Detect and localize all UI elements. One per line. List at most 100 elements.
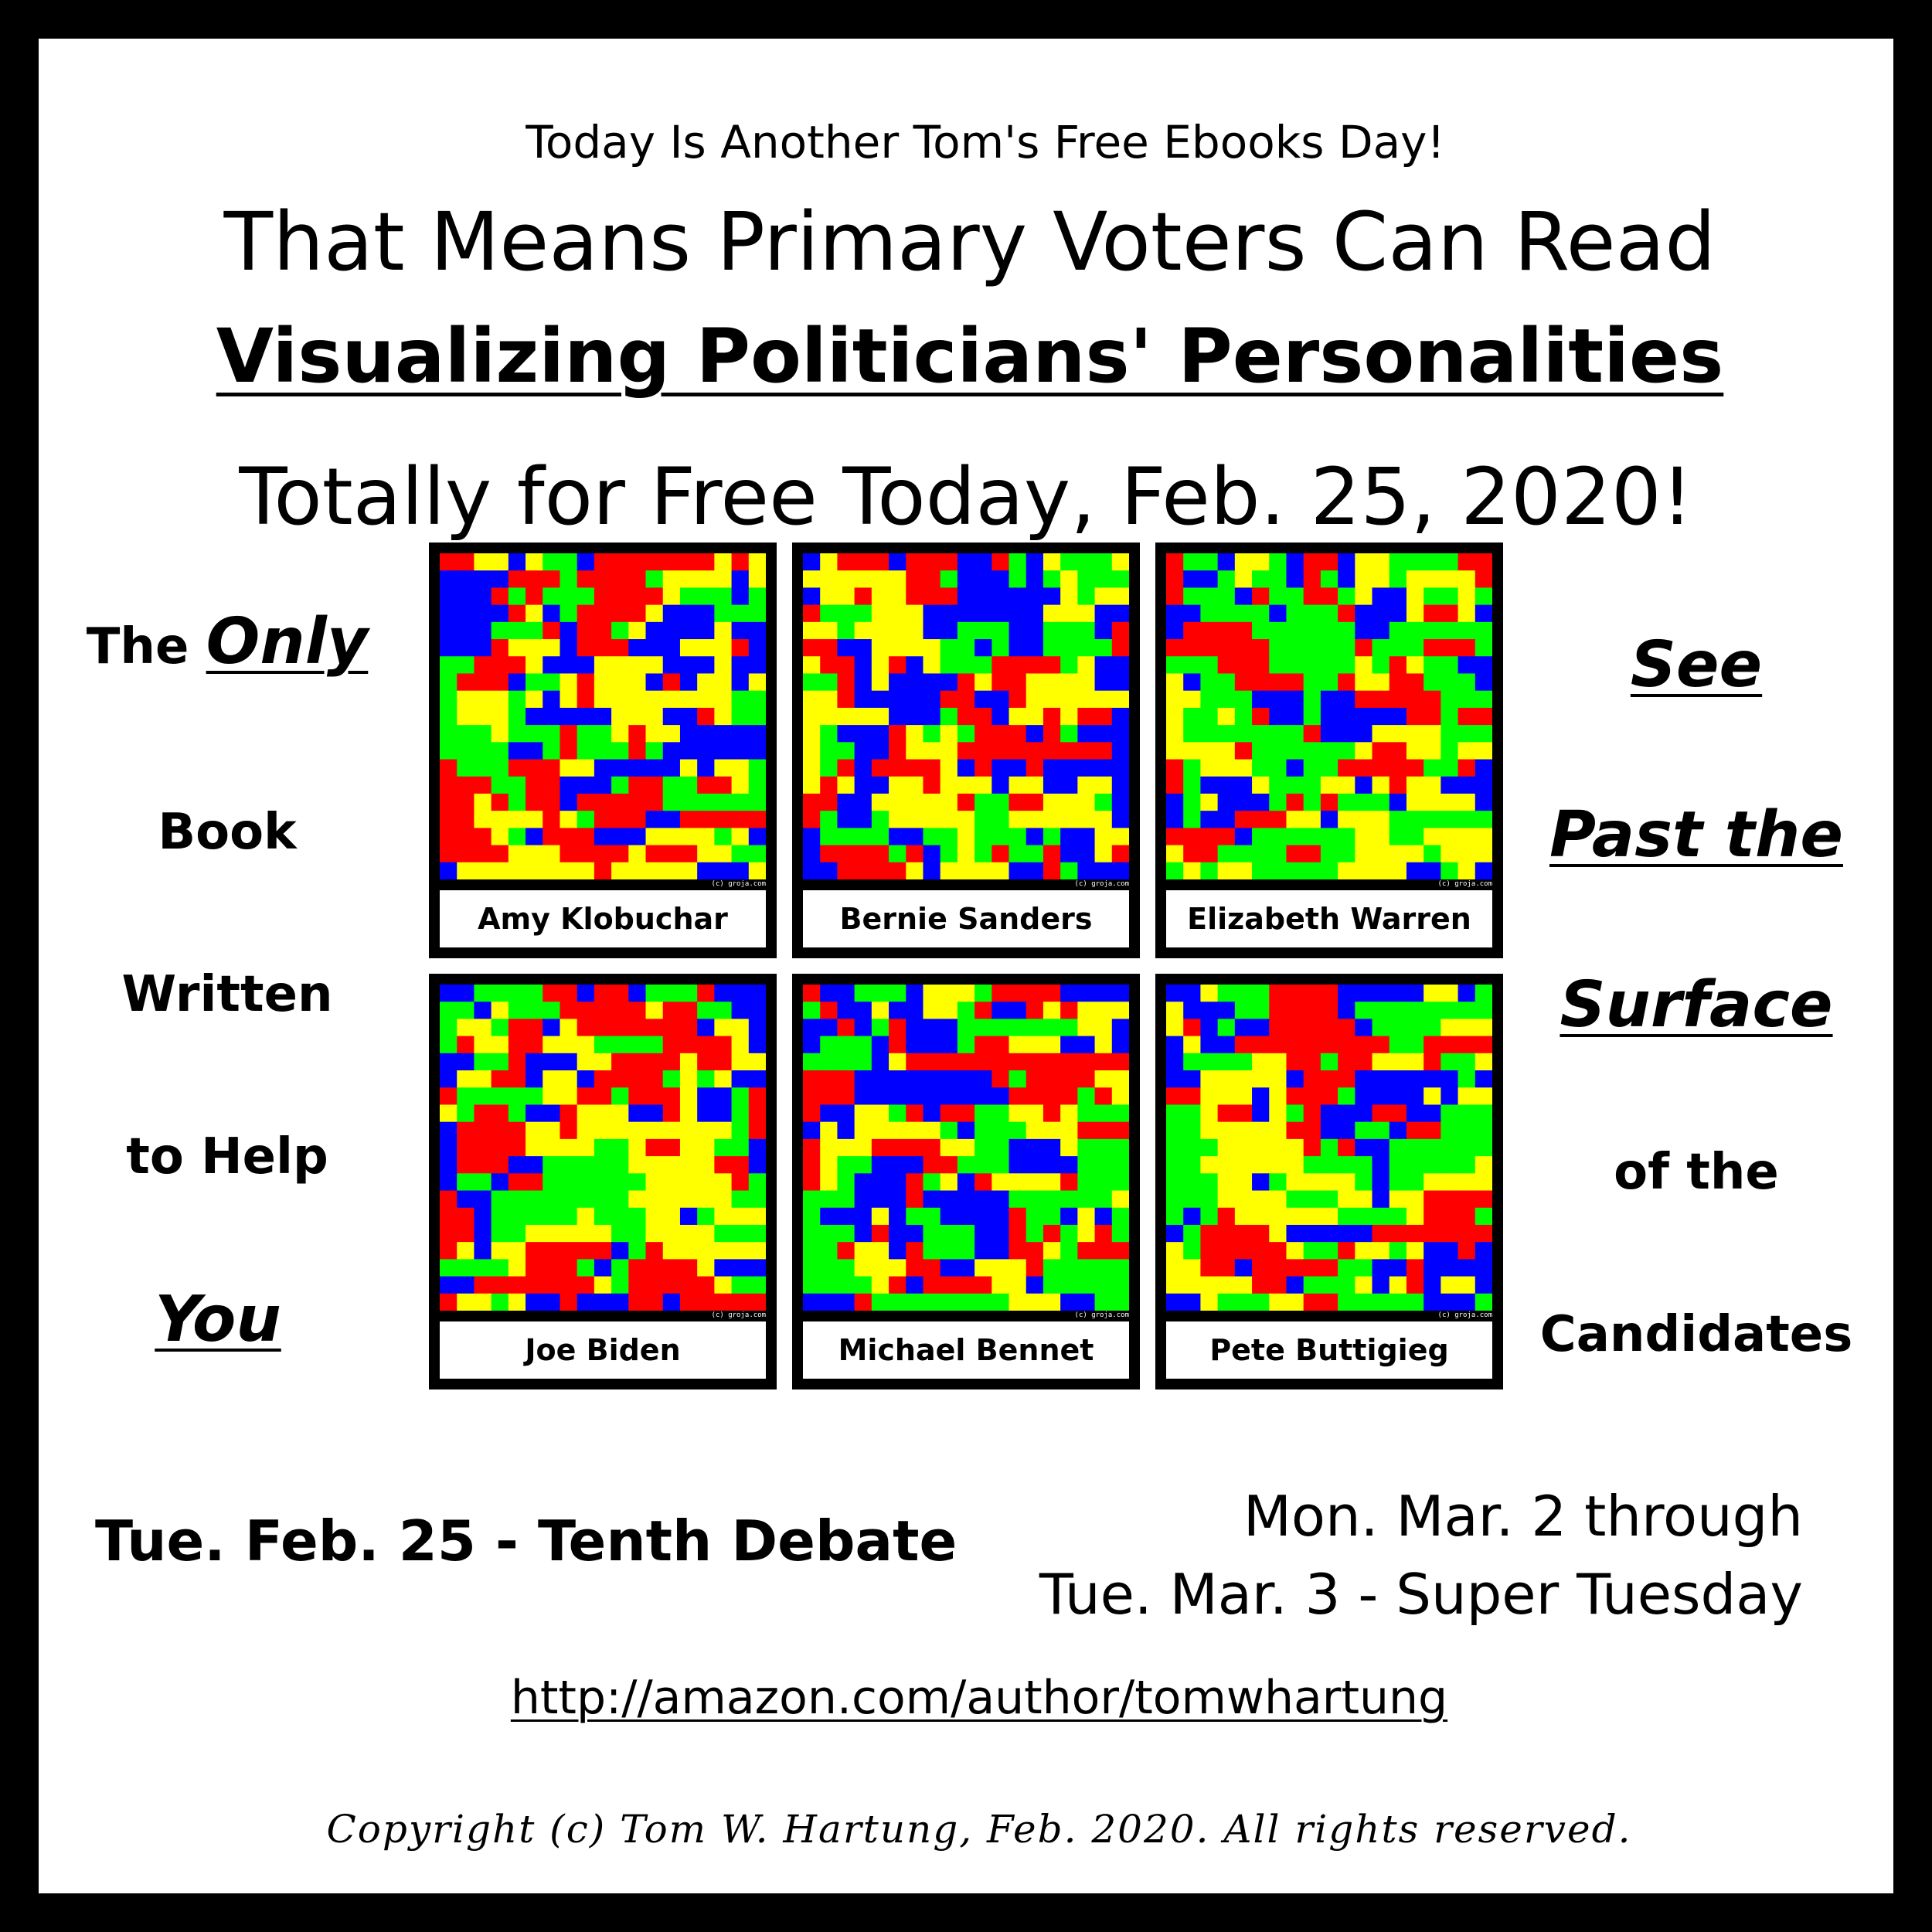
pixel-cell [1440,1242,1459,1260]
pixel-cell [594,621,612,640]
pixel-cell [474,1293,492,1311]
pixel-cell [543,1036,560,1054]
pixel-cell [889,1019,906,1037]
pixel-cell [1406,673,1424,692]
pixel-cell [1043,1070,1061,1088]
pixel-cell [1440,656,1459,674]
pixel-cell [577,845,595,863]
pixel-cell [1320,1138,1338,1157]
pixel-cell [543,1002,560,1019]
pixel-cell [1458,1293,1476,1311]
pixel-cell [645,570,664,588]
pixel-cell [906,1242,923,1260]
pixel-cell [1286,1002,1304,1019]
pixel-cell [543,845,560,863]
pixel-cell [1060,673,1078,692]
pixel-cell [1389,1224,1407,1243]
pixel-cell [1458,1104,1476,1123]
pixel-cell [1269,1104,1287,1123]
pixel-cell [474,1242,492,1260]
author-link[interactable]: http://amazon.com/author/tomwhartung [510,1671,1448,1725]
pixel-cell [837,1002,855,1019]
pixel-cell [1111,828,1129,846]
pixel-cell [645,776,664,794]
pixel-cell [1458,811,1476,828]
pixel-cell [1252,656,1270,674]
pixel-cell [1060,1173,1078,1192]
pixel-cell [1303,690,1321,709]
pixel-cell [714,1224,733,1243]
pixel-cell [1423,639,1441,657]
pixel-cell [1200,1276,1219,1294]
pixel-cell [923,673,941,692]
pixel-cell [543,1242,560,1260]
pixel-cell [1077,621,1096,640]
pixel-cell [1234,587,1253,606]
pixel-cell [1009,1087,1027,1105]
pixel-cell [820,604,838,623]
pixel-cell [679,1087,698,1105]
pixel-cell [1252,1156,1270,1174]
pixel-cell [957,570,975,588]
pixel-cell [1200,1138,1219,1157]
pixel-cell [1372,639,1390,657]
pixel-cell [491,1276,509,1294]
pixel-cell [1355,639,1373,657]
pixel-cell [1389,1156,1407,1174]
pixel-cell [871,759,889,777]
pixel-cell [1389,1019,1407,1037]
pixel-cell [1009,828,1027,846]
pixel-cell [628,1293,647,1311]
pixel-cell [1043,985,1061,1002]
pixel-cell [748,759,766,777]
pixel-cell [889,1259,906,1277]
pixel-cell [1183,621,1201,640]
pixel-cell [1166,725,1184,743]
pixel-cell [1458,985,1476,1002]
pixel-cell [837,1293,855,1311]
pixel-cell [474,1276,492,1294]
pixel-cell [992,587,1010,606]
pixel-cell [1458,828,1476,846]
pixel-cell [1269,1070,1287,1088]
pixel-cell [611,811,629,828]
pixel-cell [1077,639,1096,657]
pixel-cell [543,776,560,794]
pixel-cell [1320,553,1338,571]
pixel-cell [923,621,941,640]
pixel-cell [594,553,612,571]
pixel-cell [837,707,855,726]
pixel-cell [491,621,509,640]
pixel-cell [975,587,992,606]
pixel-cell [543,793,560,811]
pixel-cell [1269,1276,1287,1294]
pixel-cell [1217,1019,1236,1037]
pixel-cell [440,1190,457,1209]
pixel-cell [1060,725,1078,743]
pixel-cell [577,1156,595,1174]
pixel-cell [1217,1190,1236,1209]
pixel-cell [1269,985,1287,1002]
pixel-cell [1183,604,1201,623]
pixel-cell [1077,1293,1096,1311]
pixel-cell [1217,673,1236,692]
pixel-cell [491,1242,509,1260]
pixel-cell [1060,587,1078,606]
pixel-cell [906,707,923,726]
pixel-cell [1286,1259,1304,1277]
pixel-cell [1458,570,1476,588]
pixel-cell [543,811,560,828]
pixel-cell [440,1242,457,1260]
pixel-cell [803,759,821,777]
pixel-cell [923,985,941,1002]
pixel-cell [871,985,889,1002]
pixel-cell [1440,621,1459,640]
pixel-cell [1200,828,1219,846]
pixel-cell [1458,725,1476,743]
pixel-cell [1303,1019,1321,1037]
pixel-cell [1458,690,1476,709]
pixel-cell [1355,1173,1373,1192]
pixel-cell [1338,1070,1355,1088]
pixel-cell [714,1036,733,1054]
pixel-cell [1026,776,1044,794]
